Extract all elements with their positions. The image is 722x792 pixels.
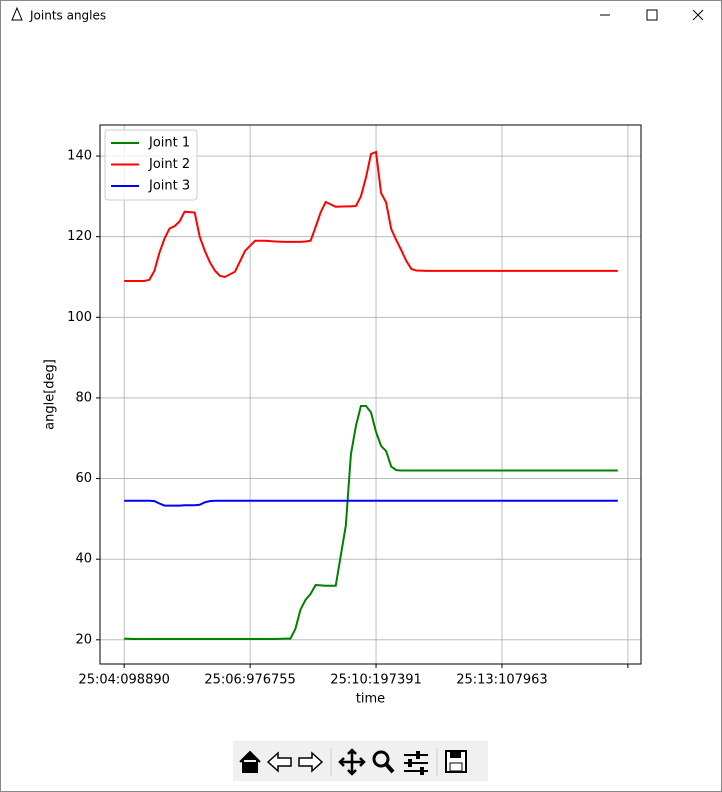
y-tick-label: 60 [75, 471, 92, 486]
x-tick-label: 25:13:107963 [456, 673, 547, 688]
y-tick-label: 140 [67, 149, 92, 164]
y-tick-label: 40 [75, 552, 92, 567]
x-tick-label: 25:06:976755 [204, 673, 295, 688]
x-tick-label: 25:04:098890 [78, 673, 169, 688]
y-tick-label: 20 [75, 632, 92, 647]
x-tick-label: 25:10:197391 [330, 673, 421, 688]
close-button[interactable] [692, 9, 704, 21]
zoom-button[interactable] [372, 750, 395, 774]
y-tick-label: 80 [75, 390, 92, 405]
legend-label: Joint 3 [148, 179, 190, 194]
save-button[interactable] [445, 750, 467, 773]
series-line [124, 150, 618, 282]
configure-button[interactable] [404, 751, 428, 775]
legend-label: Joint 2 [148, 157, 190, 172]
series-line [124, 499, 618, 507]
axes-frame [99, 124, 642, 665]
window-icon [11, 6, 23, 21]
window-title: Joints angles [29, 9, 106, 23]
pan-button[interactable] [338, 748, 366, 776]
maximize-button[interactable] [646, 9, 658, 21]
y-tick-label: 100 [67, 310, 92, 325]
y-axis-label: angle[deg] [43, 359, 58, 430]
legend-box [104, 129, 198, 201]
plot: 20 40 60 80 100 120 140 25:04:098890 25:06:97675… [43, 124, 642, 707]
back-button[interactable] [266, 751, 292, 773]
x-axis-label: time [356, 692, 385, 707]
series-line [124, 405, 618, 640]
toolbar [233, 741, 488, 781]
y-tick-label: 120 [67, 229, 92, 244]
legend-label: Joint 1 [148, 136, 190, 151]
forward-button[interactable] [298, 751, 324, 773]
home-button[interactable] [239, 750, 261, 773]
